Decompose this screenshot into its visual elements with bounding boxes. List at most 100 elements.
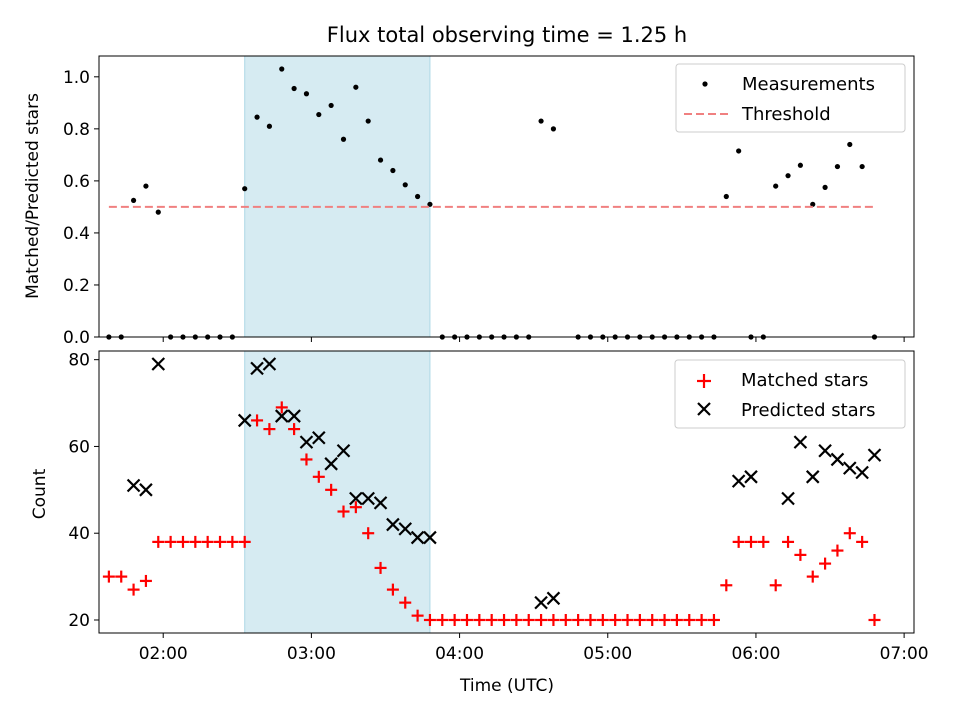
y-tick-label: 0.2 [63,276,90,296]
matched-stars-marker [670,613,683,626]
matched-stars-marker [794,548,807,561]
matched-stars-marker [226,535,239,548]
matched-stars-marker [460,613,473,626]
matched-stars-marker [658,613,671,626]
matched-stars-marker [584,613,597,626]
measurement-point [859,163,865,170]
bottom-x-ticks: 02:00 03:00 04:00 05:00 06:00 07:00 [139,633,929,664]
matched-stars-marker [831,544,844,557]
measurement-point [143,183,149,189]
measurement-point [550,126,557,132]
measurement-point [254,114,260,120]
matched-stars-marker [707,613,720,626]
matched-stars-marker [819,557,832,570]
measurement-point [723,193,729,200]
matched-stars-marker [374,561,387,574]
matched-stars-marker [473,613,486,626]
matched-stars-marker [769,579,782,592]
predicted-stars-marker [312,430,326,445]
matched-stars-marker [535,613,548,626]
top-x-ticks [162,337,905,342]
matched-stars-marker [201,535,214,548]
top-y-axis-label: Matched/Predicted stars [23,93,43,299]
measurement-point [291,85,297,92]
matched-stars-marker [300,453,313,466]
predicted-stars-marker [349,491,363,506]
predicted-stars-marker [274,409,289,423]
y-tick-label: 0.8 [63,120,90,140]
measurement-point [736,148,742,154]
measurement-point [810,201,816,207]
matched-stars-marker [176,535,189,548]
top-legend-box [675,63,906,133]
matched-stars-marker [288,423,301,436]
matched-stars-marker [312,470,325,483]
legend-matched-marker [697,374,711,388]
top-y-ticks: 0.0 0.2 0.4 0.6 0.8 1.0 [63,68,99,348]
matched-stars-marker [868,613,881,626]
legend-predicted-marker [697,402,711,416]
y-tick-label: 80 [68,351,90,371]
measurement-point [130,197,137,204]
matched-stars-marker [510,613,523,626]
matched-stars-marker [251,414,264,427]
predicted-stars-marker [410,530,425,545]
predicted-stars-marker [324,457,338,471]
matched-stars-marker [189,535,202,548]
top-plot-frame [98,55,915,338]
predicted-stars-marker [250,361,264,376]
measurement-point [303,91,310,97]
y-tick-label: 0.4 [63,224,90,244]
measurement-point [538,118,544,124]
x-axis-label: Time (UTC) [459,676,554,696]
bottom-observing-interval-shade [244,350,431,634]
predicted-stars-marker [139,483,153,497]
y-tick-label: 40 [68,524,90,544]
matched-stars-marker [448,613,461,626]
measurement-point [785,173,791,179]
measurement-point [266,123,273,129]
top-data-marks [106,66,878,340]
predicted-stars-marker [373,496,388,510]
measurement-point [822,184,828,190]
predicted-stars-marker [299,435,314,449]
matched-stars-marker [115,570,128,583]
matched-stars-marker [275,401,288,414]
bottom-data-marks [102,357,882,626]
bottom-y-axis-label: Count [30,468,50,519]
matched-stars-marker [498,613,511,626]
x-tick-label: 03:00 [287,644,336,664]
legend-threshold-label: Threshold [741,104,831,125]
x-tick-label: 05:00 [583,644,632,664]
legend-predicted-label: Predicted stars [741,400,875,421]
matched-stars-marker [596,613,609,626]
matched-stars-marker [485,613,498,626]
matched-stars-marker [337,505,350,518]
measurement-point [365,118,371,124]
predicted-stars-marker [534,595,548,610]
predicted-stars-marker [843,461,857,475]
bottom-plot-frame [98,350,915,634]
matched-stars-marker [214,535,227,548]
matched-stars-marker [102,570,115,583]
x-tick-label: 07:00 [880,644,929,664]
top-legend: Measurements Threshold [675,63,906,133]
matched-stars-marker [362,527,375,540]
predicted-stars-marker [830,452,845,467]
matched-stars-marker [522,613,535,626]
matched-stars-marker [325,483,338,496]
predicted-stars-marker [546,591,561,606]
matched-stars-marker [423,613,436,626]
matched-stars-marker [164,535,177,548]
predicted-stars-marker [855,465,869,480]
matched-stars-marker [732,535,745,548]
top-observing-interval-shade [244,55,431,338]
y-tick-label: 1.0 [63,68,90,88]
matched-stars-marker [633,613,646,626]
predicted-stars-marker [781,491,795,506]
matched-stars-marker [572,613,585,626]
matched-stars-marker [436,613,449,626]
matched-stars-marker [621,613,634,626]
predicted-stars-marker [126,478,141,493]
